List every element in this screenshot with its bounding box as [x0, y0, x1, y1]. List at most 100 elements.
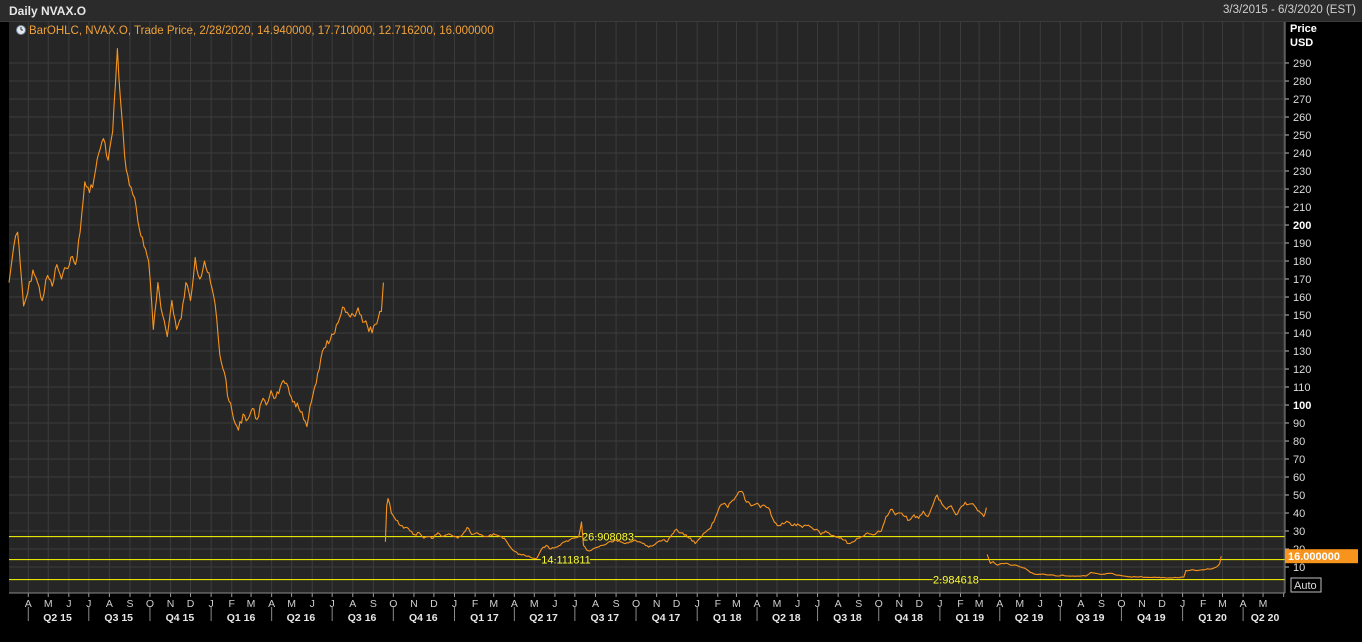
y-tick-label: 70: [1293, 454, 1305, 466]
x-month-label: N: [1138, 598, 1146, 610]
x-month-label: F: [229, 598, 235, 610]
y-axis-title-price: Price: [1290, 23, 1317, 35]
window-titlebar: Daily NVAX.O 3/3/2015 - 6/3/2020 (EST): [0, 0, 1362, 22]
x-quarter-label: Q1 17: [470, 612, 499, 624]
x-month-label: J: [795, 598, 800, 610]
x-quarter-label: Q4 18: [894, 612, 923, 624]
date-range-label: 3/3/2015 - 6/3/2020 (EST): [1223, 4, 1356, 16]
y-tick-label: 120: [1293, 364, 1311, 376]
auto-scale-button[interactable]: Auto: [1290, 577, 1322, 593]
x-month-label: F: [715, 598, 721, 610]
y-axis-title-usd: USD: [1290, 37, 1313, 49]
x-month-label: A: [1240, 598, 1247, 610]
x-month-label: F: [957, 598, 963, 610]
y-tick-label: 190: [1293, 238, 1311, 250]
y-tick-label: 100: [1293, 400, 1311, 412]
x-month-label: O: [632, 598, 640, 610]
x-month-label: J: [86, 598, 91, 610]
x-month-label: J: [815, 598, 820, 610]
y-tick-label: 170: [1293, 274, 1311, 286]
x-month-label: M: [732, 598, 741, 610]
y-tick-label: 270: [1293, 94, 1311, 106]
x-quarter-label: Q4 15: [166, 612, 195, 624]
last-price-tag: [1285, 549, 1358, 564]
price-series-segment: [8, 48, 384, 431]
auto-scale-frame[interactable]: [1290, 577, 1322, 593]
y-tick-label: 150: [1293, 310, 1311, 322]
x-month-label: F: [1200, 598, 1206, 610]
y-tick-label: 60: [1293, 472, 1305, 484]
x-month-label: A: [106, 598, 113, 610]
x-month-label: M: [1015, 598, 1024, 610]
x-month-label: S: [370, 598, 377, 610]
x-month-label: O: [389, 598, 397, 610]
window-title: Daily NVAX.O: [9, 4, 87, 18]
x-month-label: M: [1259, 598, 1268, 610]
y-tick-label: 50: [1293, 490, 1305, 502]
x-month-label: A: [754, 598, 761, 610]
x-month-label: A: [511, 598, 518, 610]
x-month-label: A: [835, 598, 842, 610]
x-month-label: J: [1180, 598, 1185, 610]
x-month-label: D: [430, 598, 438, 610]
x-month-label: O: [875, 598, 883, 610]
x-month-label: A: [268, 598, 275, 610]
x-quarter-label: Q4 19: [1137, 612, 1166, 624]
x-quarter-label: Q1 18: [713, 612, 742, 624]
x-month-label: J: [695, 598, 700, 610]
x-month-label: J: [552, 598, 557, 610]
y-tick-label: 130: [1293, 346, 1311, 358]
y-tick-label: 250: [1293, 130, 1311, 142]
auto-scale-label[interactable]: Auto: [1294, 580, 1317, 592]
x-month-label: J: [310, 598, 315, 610]
y-tick-label: 290: [1293, 58, 1311, 70]
x-month-label: N: [653, 598, 661, 610]
x-month-label: S: [1098, 598, 1105, 610]
y-tick-label: 280: [1293, 76, 1311, 88]
x-quarter-label: Q3 15: [104, 612, 133, 624]
x-month-label: D: [1158, 598, 1166, 610]
x-quarter-label: Q4 16: [409, 612, 438, 624]
x-quarter-label: Q3 17: [590, 612, 619, 624]
y-tick-label: 10: [1293, 562, 1305, 574]
x-quarter-label: Q3 18: [833, 612, 862, 624]
x-month-label: O: [146, 598, 154, 610]
y-tick-label: 140: [1293, 328, 1311, 340]
reference-line-label: 14.111811: [541, 555, 591, 567]
x-month-label: J: [452, 598, 457, 610]
y-tick-label: 220: [1293, 184, 1311, 196]
x-month-label: S: [613, 598, 620, 610]
last-price-label: 16.000000: [1288, 551, 1340, 563]
x-month-label: A: [349, 598, 356, 610]
x-month-label: M: [975, 598, 984, 610]
x-quarter-label: Q1 16: [227, 612, 256, 624]
x-month-label: J: [66, 598, 71, 610]
x-month-label: J: [1058, 598, 1063, 610]
x-quarter-label: Q4 17: [652, 612, 681, 624]
y-tick-label: 230: [1293, 166, 1311, 178]
x-month-label: A: [996, 598, 1003, 610]
y-tick-label: 40: [1293, 508, 1305, 520]
x-month-label: J: [209, 598, 214, 610]
x-month-label: M: [247, 598, 256, 610]
y-tick-label: 260: [1293, 112, 1311, 124]
y-tick-label: 180: [1293, 256, 1311, 268]
reference-line-label: 26.908083: [582, 532, 634, 544]
x-month-label: A: [1077, 598, 1084, 610]
legend: BarOHLC, NVAX.O, Trade Price, 2/28/2020,…: [16, 25, 494, 37]
x-month-label: O: [1117, 598, 1125, 610]
price-series-segment: [986, 554, 1222, 579]
series-layer: [8, 48, 1222, 579]
x-month-label: D: [915, 598, 923, 610]
price-series-segment: [384, 490, 987, 560]
x-quarter-label: Q2 20: [1251, 612, 1280, 624]
x-month-label: J: [1038, 598, 1043, 610]
y-axis: 1020304050607080901001101201301401501601…: [1284, 22, 1358, 593]
x-quarter-label: Q3 16: [348, 612, 377, 624]
x-month-label: M: [489, 598, 498, 610]
x-month-label: J: [330, 598, 335, 610]
y-tick-label: 30: [1293, 526, 1305, 538]
x-month-label: S: [855, 598, 862, 610]
